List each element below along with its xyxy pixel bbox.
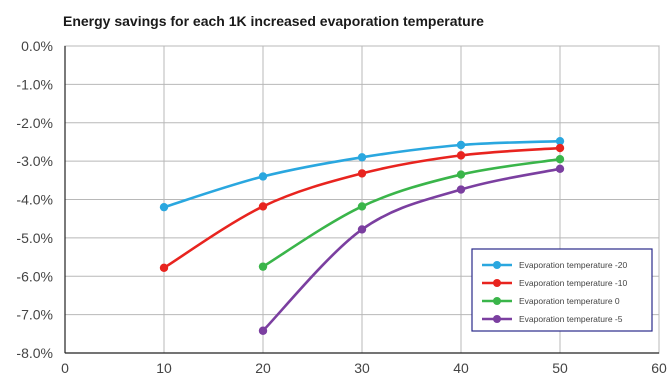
axes <box>64 46 659 354</box>
data-point <box>555 155 565 164</box>
series-4 <box>258 164 565 335</box>
x-tick-label: 50 <box>552 360 568 376</box>
legend-item: Evaporation temperature -5 <box>482 314 623 324</box>
data-point <box>555 164 565 173</box>
legend-label: Evaporation temperature -10 <box>519 278 627 288</box>
data-point <box>159 263 169 273</box>
y-tick-label: -1.0% <box>16 76 53 92</box>
data-point <box>357 225 367 234</box>
x-tick-label: 20 <box>255 360 271 376</box>
y-tick-label: 0.0% <box>21 38 53 54</box>
data-point <box>456 151 466 160</box>
y-tick-label: -4.0% <box>16 192 53 208</box>
legend-swatch-marker <box>493 261 501 269</box>
legend-swatch-marker <box>493 315 501 323</box>
data-point <box>555 136 565 146</box>
y-tick-label: -8.0% <box>16 345 53 361</box>
x-tick-label: 30 <box>354 360 370 376</box>
legend-item: Evaporation temperature 0 <box>482 296 620 306</box>
legend-swatch-marker <box>493 297 501 305</box>
data-point <box>357 202 367 211</box>
series-2 <box>159 143 565 273</box>
tick-labels: 0.0% -1.0% -2.0% -3.0% -4.0% -5.0% -6.0% -7.0% -… <box>16 38 667 376</box>
y-tick-label: -5.0% <box>16 230 53 246</box>
x-tick-label: 40 <box>453 360 469 376</box>
data-point <box>456 170 466 179</box>
series-1 <box>159 136 565 212</box>
data-point <box>258 172 268 181</box>
data-point <box>456 185 466 194</box>
legend-label: Evaporation temperature -20 <box>519 260 627 270</box>
legend-item: Evaporation temperature -20 <box>482 260 627 270</box>
y-tick-label: -3.0% <box>16 153 53 169</box>
legend: Evaporation temperature -20 Evaporation t… <box>471 248 653 332</box>
series <box>159 136 565 335</box>
data-point <box>555 143 565 153</box>
legend-swatch-marker <box>493 279 501 287</box>
x-tick-label: 0 <box>61 360 69 376</box>
x-tick-label: 10 <box>156 360 172 376</box>
data-point <box>357 153 367 162</box>
series-3 <box>258 155 565 271</box>
data-point <box>456 140 466 150</box>
legend-box <box>471 248 653 332</box>
y-tick-label: -2.0% <box>16 115 53 131</box>
data-point <box>258 262 268 271</box>
legend-label: Evaporation temperature -5 <box>519 314 623 324</box>
data-point <box>159 202 169 212</box>
legend-label: Evaporation temperature 0 <box>519 296 620 306</box>
x-tick-label: 60 <box>651 360 667 376</box>
legend-item: Evaporation temperature -10 <box>482 278 627 288</box>
series-line <box>261 157 562 268</box>
data-point <box>258 202 268 211</box>
y-tick-label: -7.0% <box>16 307 53 323</box>
y-tick-label: -6.0% <box>16 268 53 284</box>
data-point <box>357 169 367 178</box>
chart-title: Energy savings for each 1K increased eva… <box>63 13 484 29</box>
series-line <box>261 167 562 333</box>
data-point <box>258 326 268 335</box>
